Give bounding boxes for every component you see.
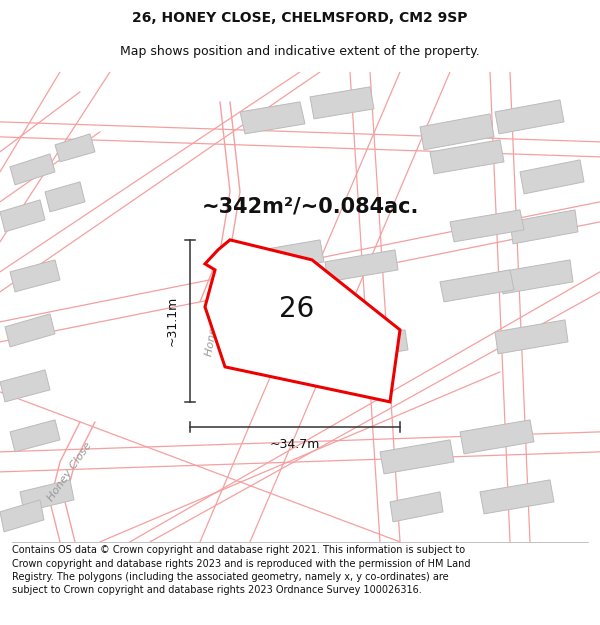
Polygon shape: [260, 340, 333, 372]
Polygon shape: [20, 480, 74, 512]
Polygon shape: [45, 182, 85, 212]
Polygon shape: [450, 210, 524, 242]
Text: 26: 26: [279, 295, 314, 322]
Text: ~342m²/~0.084ac.: ~342m²/~0.084ac.: [202, 197, 419, 217]
Polygon shape: [520, 160, 584, 194]
Polygon shape: [480, 480, 554, 514]
Polygon shape: [0, 200, 45, 232]
Polygon shape: [335, 330, 408, 362]
Text: Map shows position and indicative extent of the property.: Map shows position and indicative extent…: [120, 45, 480, 58]
Text: Honey Close: Honey Close: [46, 441, 94, 503]
Polygon shape: [55, 134, 95, 162]
Polygon shape: [250, 240, 324, 274]
Polygon shape: [440, 270, 514, 302]
Polygon shape: [460, 420, 534, 454]
Polygon shape: [310, 87, 374, 119]
Text: ~34.7m: ~34.7m: [270, 438, 320, 451]
Polygon shape: [430, 140, 504, 174]
Polygon shape: [500, 260, 573, 294]
Polygon shape: [495, 100, 564, 134]
Polygon shape: [240, 102, 305, 134]
Polygon shape: [5, 314, 55, 347]
Polygon shape: [420, 114, 494, 150]
Text: 26, HONEY CLOSE, CHELMSFORD, CM2 9SP: 26, HONEY CLOSE, CHELMSFORD, CM2 9SP: [132, 11, 468, 25]
Polygon shape: [205, 240, 400, 402]
Polygon shape: [10, 154, 55, 185]
Polygon shape: [380, 440, 454, 474]
Polygon shape: [510, 210, 578, 244]
Polygon shape: [10, 420, 60, 452]
Polygon shape: [495, 320, 568, 354]
Text: Honey Close: Honey Close: [204, 287, 226, 357]
Text: Contains OS data © Crown copyright and database right 2021. This information is : Contains OS data © Crown copyright and d…: [12, 545, 470, 595]
Polygon shape: [325, 250, 398, 282]
Polygon shape: [390, 492, 443, 522]
Text: ~31.1m: ~31.1m: [166, 296, 179, 346]
Polygon shape: [0, 500, 44, 532]
Polygon shape: [10, 260, 60, 292]
Polygon shape: [0, 370, 50, 402]
